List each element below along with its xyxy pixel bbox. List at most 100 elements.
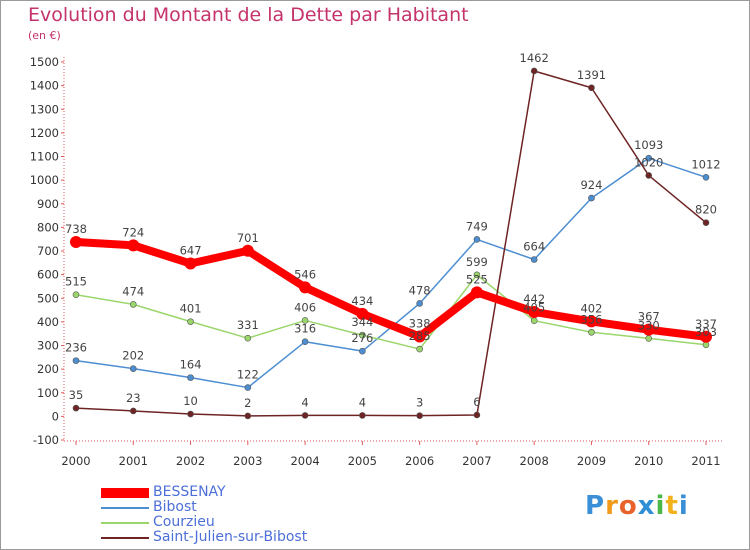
data-point [72, 404, 80, 412]
x-tick-label: 2011 [691, 454, 720, 468]
data-label: 515 [65, 275, 87, 289]
y-tick-label: 1200 [30, 126, 59, 140]
x-tick-label: 2003 [233, 454, 262, 468]
data-point [702, 173, 710, 181]
data-point [129, 365, 137, 372]
data-label: 23 [126, 391, 141, 405]
chart-subtitle: (en €) [28, 29, 61, 42]
data-label: 2 [244, 396, 251, 410]
x-tick-label: 2001 [119, 454, 148, 468]
x-tick-label: 2006 [405, 454, 434, 468]
data-label: 331 [237, 318, 259, 332]
data-point [473, 271, 481, 279]
x-tick-label: 2009 [577, 454, 606, 468]
legend-label: Courzieu [153, 514, 215, 530]
logo-letter: t [665, 491, 679, 521]
legend-item-bessenay: BESSENAY [101, 485, 307, 500]
data-point [184, 257, 197, 270]
data-point [588, 84, 595, 92]
data-point [416, 300, 423, 307]
legend-item-bibost: Bibost [101, 500, 307, 515]
data-point [588, 194, 595, 202]
y-tick-label: 1400 [30, 79, 59, 93]
data-label: 1462 [520, 51, 549, 65]
data-label: 344 [351, 315, 373, 329]
data-label: 330 [638, 318, 660, 332]
data-label: 285 [409, 329, 431, 343]
y-tick-label: 600 [37, 268, 59, 282]
logo-letter: r [605, 491, 619, 521]
data-label: 599 [466, 255, 488, 269]
data-point [127, 239, 140, 252]
data-point [359, 412, 366, 419]
y-tick-label: 300 [37, 339, 59, 353]
x-tick-label: 2008 [520, 454, 549, 468]
logo-letter: i [655, 491, 666, 521]
legend-item-courzieu: Courzieu [101, 515, 307, 530]
data-point [473, 236, 481, 243]
data-point [187, 374, 194, 381]
y-tick-label: 0 [52, 409, 59, 423]
data-point [528, 305, 541, 318]
data-point [530, 67, 538, 75]
data-label: 316 [294, 322, 316, 336]
data-label: 1093 [634, 138, 663, 152]
logo-letter: i [678, 491, 689, 521]
data-label: 4 [359, 395, 366, 409]
data-point [187, 410, 194, 418]
series-line [72, 238, 710, 341]
data-label: 434 [351, 294, 373, 308]
logo-letter: P [585, 491, 606, 521]
data-point [700, 330, 712, 343]
data-point [416, 345, 423, 353]
data-label: 401 [180, 302, 202, 316]
data-point [301, 317, 309, 324]
data-point [530, 256, 538, 263]
data-point [413, 330, 426, 343]
y-tick-label: 200 [37, 362, 59, 376]
data-label: 724 [122, 225, 144, 239]
y-tick-label: 700 [37, 244, 59, 258]
data-label: 164 [180, 358, 202, 372]
legend-swatch [101, 487, 149, 498]
data-label: 406 [294, 300, 316, 314]
y-tick-label: 1300 [30, 102, 59, 116]
data-point [359, 331, 366, 339]
data-label: 701 [237, 231, 259, 245]
data-point [530, 317, 538, 324]
legend-swatch [101, 521, 149, 524]
data-label: 122 [237, 368, 259, 382]
legend-swatch [101, 536, 149, 539]
data-label: 820 [695, 203, 717, 217]
y-tick-label: 800 [37, 220, 59, 234]
data-point [645, 335, 653, 342]
data-point [301, 338, 309, 346]
data-point [241, 244, 254, 257]
data-label: 367 [638, 310, 660, 324]
chart-legend: BESSENAY Bibost Courzieu Saint-Julien-su… [101, 485, 307, 545]
data-point [356, 307, 369, 320]
legend-label: Saint-Julien-sur-Bibost [153, 529, 308, 545]
data-label: 664 [523, 240, 545, 254]
data-label: 525 [466, 272, 488, 286]
data-point [129, 407, 137, 415]
data-point [299, 281, 312, 294]
data-point [72, 291, 80, 299]
y-tick-label: 900 [37, 197, 59, 211]
y-tick-label: 1500 [30, 55, 59, 69]
data-label: 356 [580, 312, 602, 326]
data-label: 924 [580, 178, 602, 192]
data-label: 236 [65, 341, 87, 355]
x-tick-label: 2000 [61, 454, 90, 468]
data-label: 442 [523, 292, 545, 306]
legend-label: Bibost [153, 499, 197, 515]
legend-swatch [101, 506, 149, 509]
y-tick-label: -100 [33, 433, 59, 447]
data-point [585, 315, 598, 328]
data-point [642, 323, 655, 336]
data-label: 35 [69, 388, 84, 402]
y-tick-label: 1100 [30, 150, 59, 164]
data-label: 276 [351, 331, 373, 345]
data-label: 4 [301, 395, 308, 409]
